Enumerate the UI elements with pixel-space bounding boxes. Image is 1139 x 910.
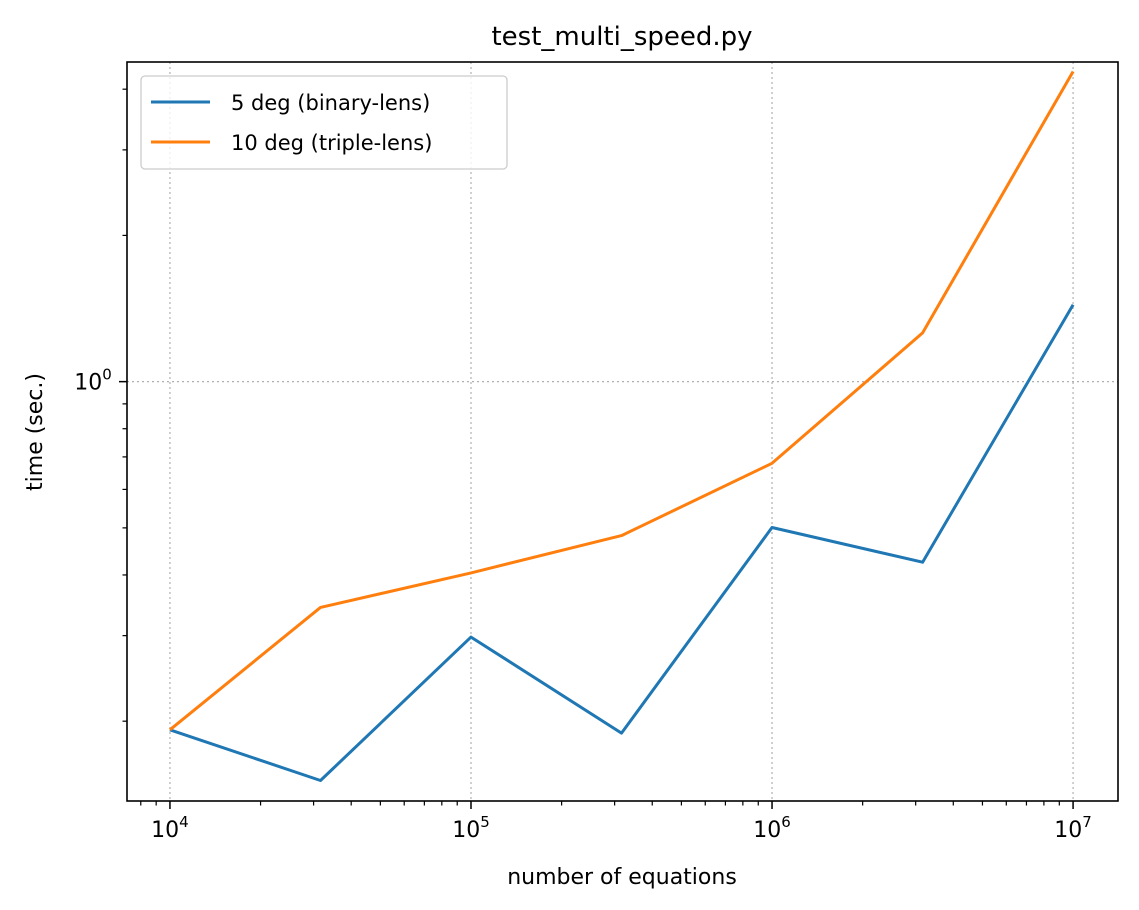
x-tick-label: 105 bbox=[452, 813, 490, 843]
y-tick-label: 100 bbox=[74, 366, 112, 396]
x-tick-label: 104 bbox=[151, 813, 189, 843]
series-line-triple-lens bbox=[168, 70, 1075, 731]
legend-label-triple-lens: 10 deg (triple-lens) bbox=[231, 131, 432, 155]
chart-title: test_multi_speed.py bbox=[491, 22, 752, 52]
series-lines bbox=[168, 70, 1075, 782]
x-tick-label: 107 bbox=[1054, 813, 1092, 843]
legend-label-binary-lens: 5 deg (binary-lens) bbox=[231, 91, 430, 115]
legend-box bbox=[140, 75, 508, 170]
plot-frame bbox=[126, 61, 1119, 802]
y-axis: 100 bbox=[74, 366, 127, 396]
grid bbox=[127, 62, 1118, 801]
series-line-binary-lens bbox=[169, 303, 1075, 782]
legend: 5 deg (binary-lens) 10 deg (triple-lens) bbox=[140, 75, 508, 170]
y-axis-label: time (sec.) bbox=[23, 373, 48, 491]
x-axis: 104 105 106 107 bbox=[151, 801, 1092, 843]
x-axis-label: number of equations bbox=[507, 865, 737, 890]
x-tick-label: 106 bbox=[753, 813, 791, 843]
